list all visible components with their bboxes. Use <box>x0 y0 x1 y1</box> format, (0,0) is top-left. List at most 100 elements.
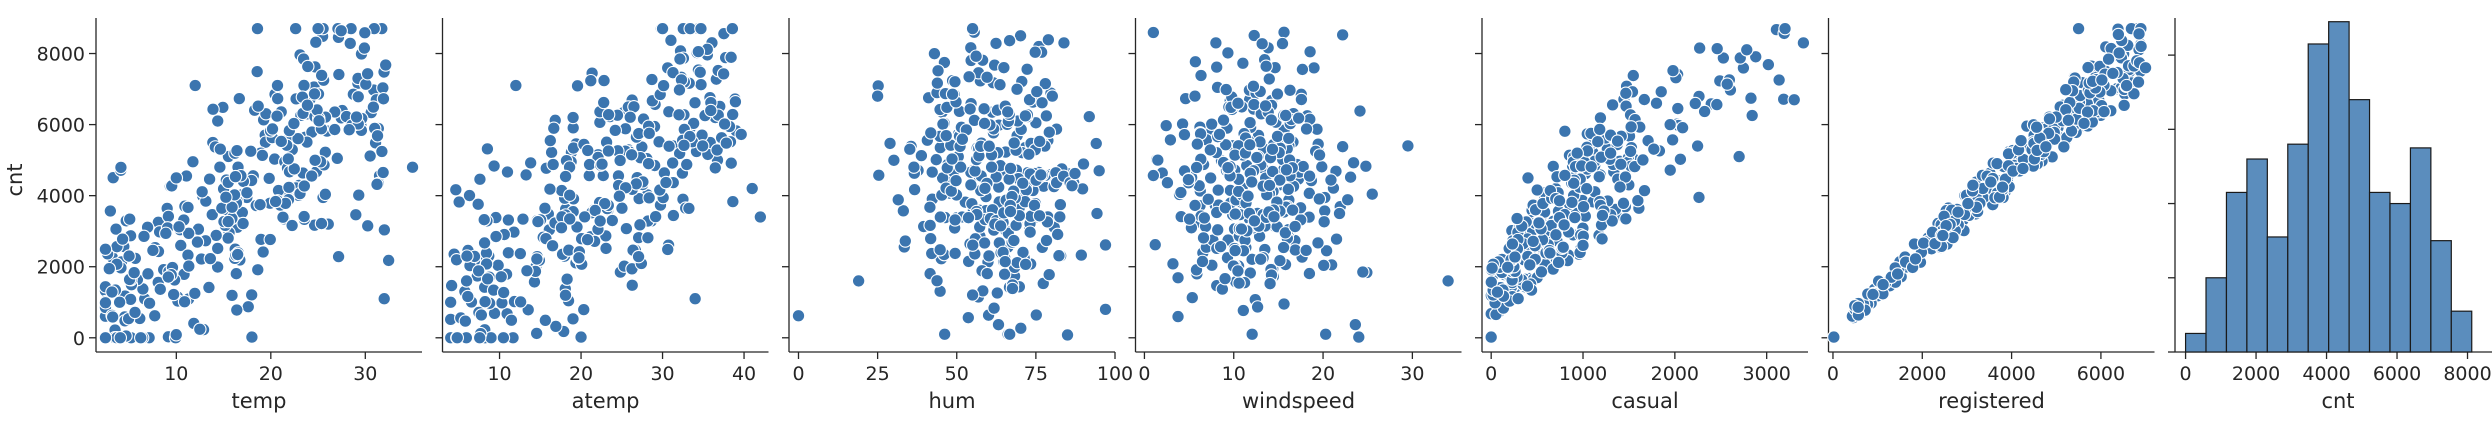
scatter-point <box>1185 290 1200 305</box>
scatter-point <box>2106 66 2120 81</box>
scatter-point <box>471 197 485 212</box>
scatter-point <box>274 134 289 149</box>
scatter-point <box>1324 173 1338 187</box>
scatter-point <box>1508 250 1522 264</box>
scatter-point <box>898 234 913 248</box>
scatter-point <box>2016 161 2030 176</box>
scatter-point <box>1197 211 1212 225</box>
scatter-point <box>281 152 296 166</box>
scatter-point <box>945 152 959 166</box>
scatter-point <box>1692 41 1707 55</box>
scatter-point <box>939 128 953 143</box>
scatter-point <box>572 251 586 265</box>
panel-temp: 0 2000 4000 6000 8000 10 20 30 temp <box>37 18 422 413</box>
scatter-point <box>1484 275 1499 289</box>
scatter-point <box>1995 180 2010 194</box>
scatter-point <box>1171 309 1185 324</box>
scatter-point <box>1316 258 1331 273</box>
scatter-point <box>1174 185 1188 200</box>
scatter-point <box>2014 133 2028 148</box>
scatter-point <box>1243 138 1257 152</box>
scatter-point <box>1209 60 1224 74</box>
scatter-point <box>655 21 670 36</box>
scatter-point <box>213 160 227 174</box>
scatter-point <box>619 221 634 236</box>
scatter-point <box>1558 124 1572 138</box>
scatter-point <box>2042 112 2057 126</box>
scatter-point <box>2097 104 2111 119</box>
scatter-point <box>1745 108 1759 123</box>
scatter-point <box>1270 87 1285 101</box>
scatter-point <box>1866 287 1880 302</box>
scatter-point <box>554 221 569 235</box>
scatter-point <box>166 287 181 302</box>
hist-bar <box>2430 240 2452 353</box>
scatter-point <box>2134 39 2148 54</box>
scatter-point <box>1181 172 1196 187</box>
scatter-point <box>1647 142 1661 156</box>
scatter-point <box>188 286 202 301</box>
scatter-point <box>961 210 976 225</box>
scatter-point <box>601 144 616 158</box>
scatter-point <box>1002 327 1017 341</box>
scatter-point <box>1505 237 1520 251</box>
scatter-point <box>1675 120 1690 135</box>
scatter-point <box>1060 328 1075 342</box>
scatter-point <box>907 160 921 174</box>
scatter-point <box>1335 139 1350 154</box>
scatter-point <box>593 214 607 228</box>
scatter-point <box>1196 231 1211 245</box>
scatter-point <box>851 274 866 288</box>
scatter-point <box>500 165 515 179</box>
scatter-point <box>977 236 992 250</box>
x-tick-label: 30 <box>1400 363 1424 385</box>
scatter-point <box>872 168 886 182</box>
scatter-point <box>1671 101 1685 116</box>
scatter-point <box>123 292 138 307</box>
x-tick-label: 25 <box>866 363 890 385</box>
scatter-point <box>1232 276 1246 290</box>
scatter-point <box>357 41 372 55</box>
scatter-point <box>719 136 734 150</box>
scatter-point <box>241 299 256 314</box>
scatter-point <box>318 187 333 202</box>
hist-bar <box>2246 158 2268 353</box>
scatter-point <box>645 72 659 87</box>
scatter-point <box>477 212 491 227</box>
x-axis-label: cnt <box>2321 389 2354 413</box>
scatter-point <box>955 132 970 146</box>
scatter-point <box>997 60 1011 75</box>
scatter-point <box>1005 281 1020 296</box>
scatter-point <box>1710 97 1724 112</box>
scatter-point <box>1626 68 1641 83</box>
scatter-point <box>1359 159 1373 174</box>
scatter-point <box>450 331 465 345</box>
scatter-point <box>581 143 595 158</box>
scatter-point <box>953 160 968 174</box>
scatter-point <box>664 33 678 48</box>
scatter-point <box>982 139 996 153</box>
scatter-point <box>1332 206 1347 221</box>
scatter-point <box>624 148 639 162</box>
scatter-point <box>127 265 141 280</box>
scatter-point <box>115 232 130 246</box>
scatter-point <box>1028 45 1042 59</box>
scatter-point <box>477 236 492 250</box>
scatter-point <box>230 143 244 158</box>
scatter-point <box>1245 327 1259 341</box>
scatter-point <box>1278 226 1293 240</box>
scatter-point <box>203 251 218 266</box>
scatter-point <box>1619 212 1633 226</box>
scatter-point <box>1500 260 1515 275</box>
scatter-point <box>1212 127 1227 142</box>
scatter-point <box>965 238 980 252</box>
scatter-point <box>717 117 732 131</box>
scatter-point <box>188 78 202 93</box>
hist-bar <box>2266 236 2289 353</box>
scatter-point <box>734 127 748 142</box>
scatter-point <box>1190 137 1205 151</box>
scatter-point <box>251 263 265 277</box>
scatter-point <box>694 21 708 36</box>
x-tick-label: 6000 <box>2373 363 2421 385</box>
